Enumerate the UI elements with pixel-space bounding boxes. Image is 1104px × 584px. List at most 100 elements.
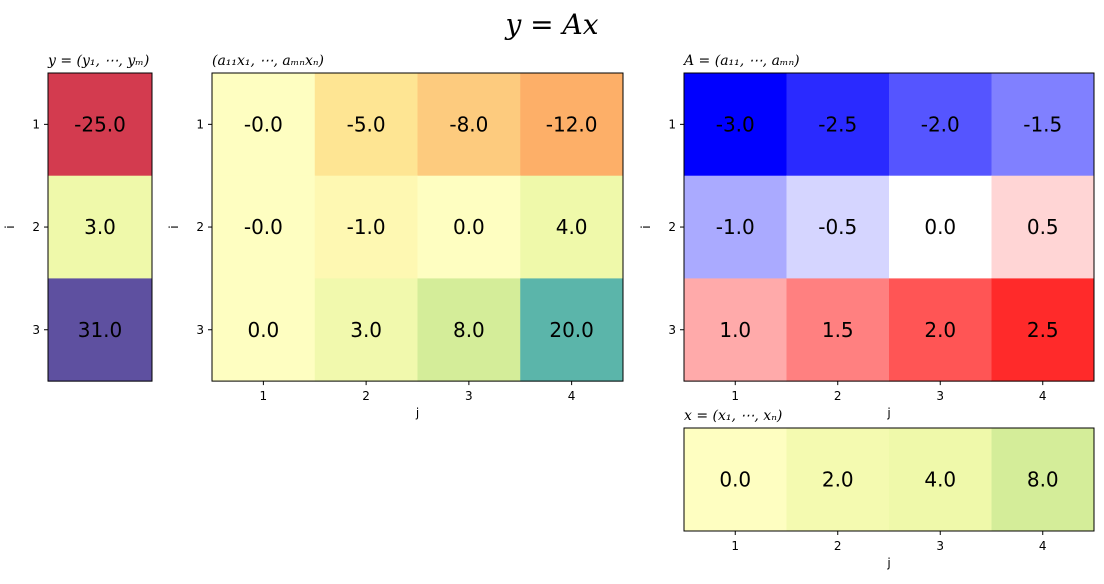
x-tick-label: 1: [731, 539, 739, 553]
heatmap-cell: [684, 278, 787, 382]
cell-value-label: 31.0: [78, 318, 123, 342]
x-tick-label: 4: [1039, 539, 1047, 553]
cell-value-label: -2.5: [818, 112, 857, 136]
y-tick-label: 3: [32, 323, 40, 337]
heatmap-cell: [314, 175, 418, 279]
cell-value-label: 20.0: [549, 318, 594, 342]
y-axis-label: i: [3, 225, 17, 228]
heatmap-cell: [314, 278, 418, 382]
cell-value-label: 8.0: [1027, 468, 1059, 492]
heatmap-A: A = (a₁₁, ⋯, aₘₙ) -3.0 -2.5 -2.0 -1.5 -1.0 -0.…: [639, 53, 1095, 420]
x-tick-label: 3: [936, 539, 944, 553]
heatmap-cell: [520, 73, 624, 177]
figure-suptitle: y = Ax: [503, 8, 598, 41]
cell-value-label: -1.0: [347, 215, 386, 239]
heatmap-cell: [991, 278, 1095, 382]
x-axis-label: j: [886, 406, 890, 420]
heatmap-cell: [48, 73, 153, 177]
panel-title: (a₁₁x₁, ⋯, aₘₙxₙ): [212, 53, 324, 69]
cell-value-label: 2.0: [924, 318, 956, 342]
y-axis-label: i: [639, 225, 653, 228]
heatmap-cell: [786, 175, 890, 279]
heatmap-cell: [48, 175, 153, 279]
heatmap-cell: [889, 428, 992, 532]
panel-title: A = (a₁₁, ⋯, aₘₙ): [682, 53, 800, 69]
heatmap-cell: [212, 278, 316, 382]
plot-frame: [683, 427, 1095, 532]
y-tick-label: 1: [668, 117, 676, 131]
cell-value-label: 0.0: [247, 318, 279, 342]
cell-value-label: 4.0: [924, 468, 956, 492]
x-tick-label: 2: [834, 389, 842, 403]
cell-value-label: 2.0: [822, 468, 854, 492]
x-axis-label: j: [886, 556, 890, 570]
heatmap-cell: [991, 428, 1095, 532]
cell-value-label: -1.0: [716, 215, 755, 239]
heatmap-cell: [786, 428, 890, 532]
cell-value-label: -25.0: [74, 112, 126, 136]
cell-value-label: 2.5: [1027, 318, 1059, 342]
heatmap-cell: [684, 175, 787, 279]
heatmap-cell: [212, 73, 316, 177]
y-tick-label: 3: [196, 323, 204, 337]
cell-value-label: -8.0: [449, 112, 488, 136]
panel-title: y = (y₁, ⋯, yₘ): [47, 53, 149, 69]
heatmap-cell: [212, 175, 316, 279]
heatmap-cell: [48, 278, 153, 382]
heatmap-cell: [889, 175, 992, 279]
cell-value-label: 3.0: [350, 318, 382, 342]
x-axis-label: j: [415, 406, 419, 420]
heatmap-cell: [786, 73, 890, 177]
x-tick-label: 1: [260, 389, 268, 403]
heatmap-cell: [991, 175, 1095, 279]
y-tick-label: 1: [196, 117, 204, 131]
heatmap-x: x = (x₁, ⋯, xₙ) 0.0 2.0 4.0 8.0 1 2 3 4 j: [683, 408, 1095, 570]
cell-value-label: -3.0: [716, 112, 755, 136]
cell-value-label: -12.0: [546, 112, 598, 136]
cell-value-label: -5.0: [347, 112, 386, 136]
x-tick-label: 3: [936, 389, 944, 403]
heatmap-cell: [417, 175, 521, 279]
cell-value-label: -2.0: [921, 112, 960, 136]
heatmap-cell: [786, 278, 890, 382]
heatmap-cell: [417, 73, 521, 177]
x-tick-label: 2: [834, 539, 842, 553]
cell-value-label: 3.0: [84, 215, 116, 239]
x-tick-label: 4: [1039, 389, 1047, 403]
heatmap-cell: [520, 278, 624, 382]
heatmap-cell: [684, 428, 787, 532]
y-tick-label: 2: [32, 220, 40, 234]
cell-value-label: 1.5: [822, 318, 854, 342]
heatmap-cell: [684, 73, 787, 177]
cell-value-label: 4.0: [556, 215, 588, 239]
panel-title: x = (x₁, ⋯, xₙ): [684, 408, 782, 424]
x-tick-label: 2: [362, 389, 370, 403]
cell-value-label: 0.5: [1027, 215, 1059, 239]
heatmap-cell: [520, 175, 624, 279]
heatmap-y: y = (y₁, ⋯, yₘ) -25.0 3.0 31.0 1 2 3 i: [3, 53, 153, 382]
cell-value-label: 8.0: [453, 318, 485, 342]
x-tick-label: 1: [731, 389, 739, 403]
cell-value-label: -0.0: [244, 112, 283, 136]
cell-value-label: 0.0: [719, 468, 751, 492]
y-axis-label: i: [167, 225, 181, 228]
heatmap-cell: [991, 73, 1095, 177]
heatmap-cell: [889, 278, 992, 382]
cell-value-label: 1.0: [719, 318, 751, 342]
cell-value-label: 0.0: [924, 215, 956, 239]
y-tick-label: 2: [668, 220, 676, 234]
cell-value-label: -0.0: [244, 215, 283, 239]
y-tick-label: 1: [32, 117, 40, 131]
y-tick-label: 3: [668, 323, 676, 337]
heatmap-cell: [417, 278, 521, 382]
cell-value-label: -1.5: [1023, 112, 1062, 136]
x-tick-label: 3: [465, 389, 473, 403]
cell-value-label: -0.5: [818, 215, 857, 239]
y-tick-label: 2: [196, 220, 204, 234]
heatmap-ax: (a₁₁x₁, ⋯, aₘₙxₙ) -0.0 -5.0 -8.0 -12.0 -0.0 -1…: [167, 53, 624, 420]
cell-value-label: 0.0: [453, 215, 485, 239]
heatmap-cell: [314, 73, 418, 177]
heatmap-cell: [889, 73, 992, 177]
